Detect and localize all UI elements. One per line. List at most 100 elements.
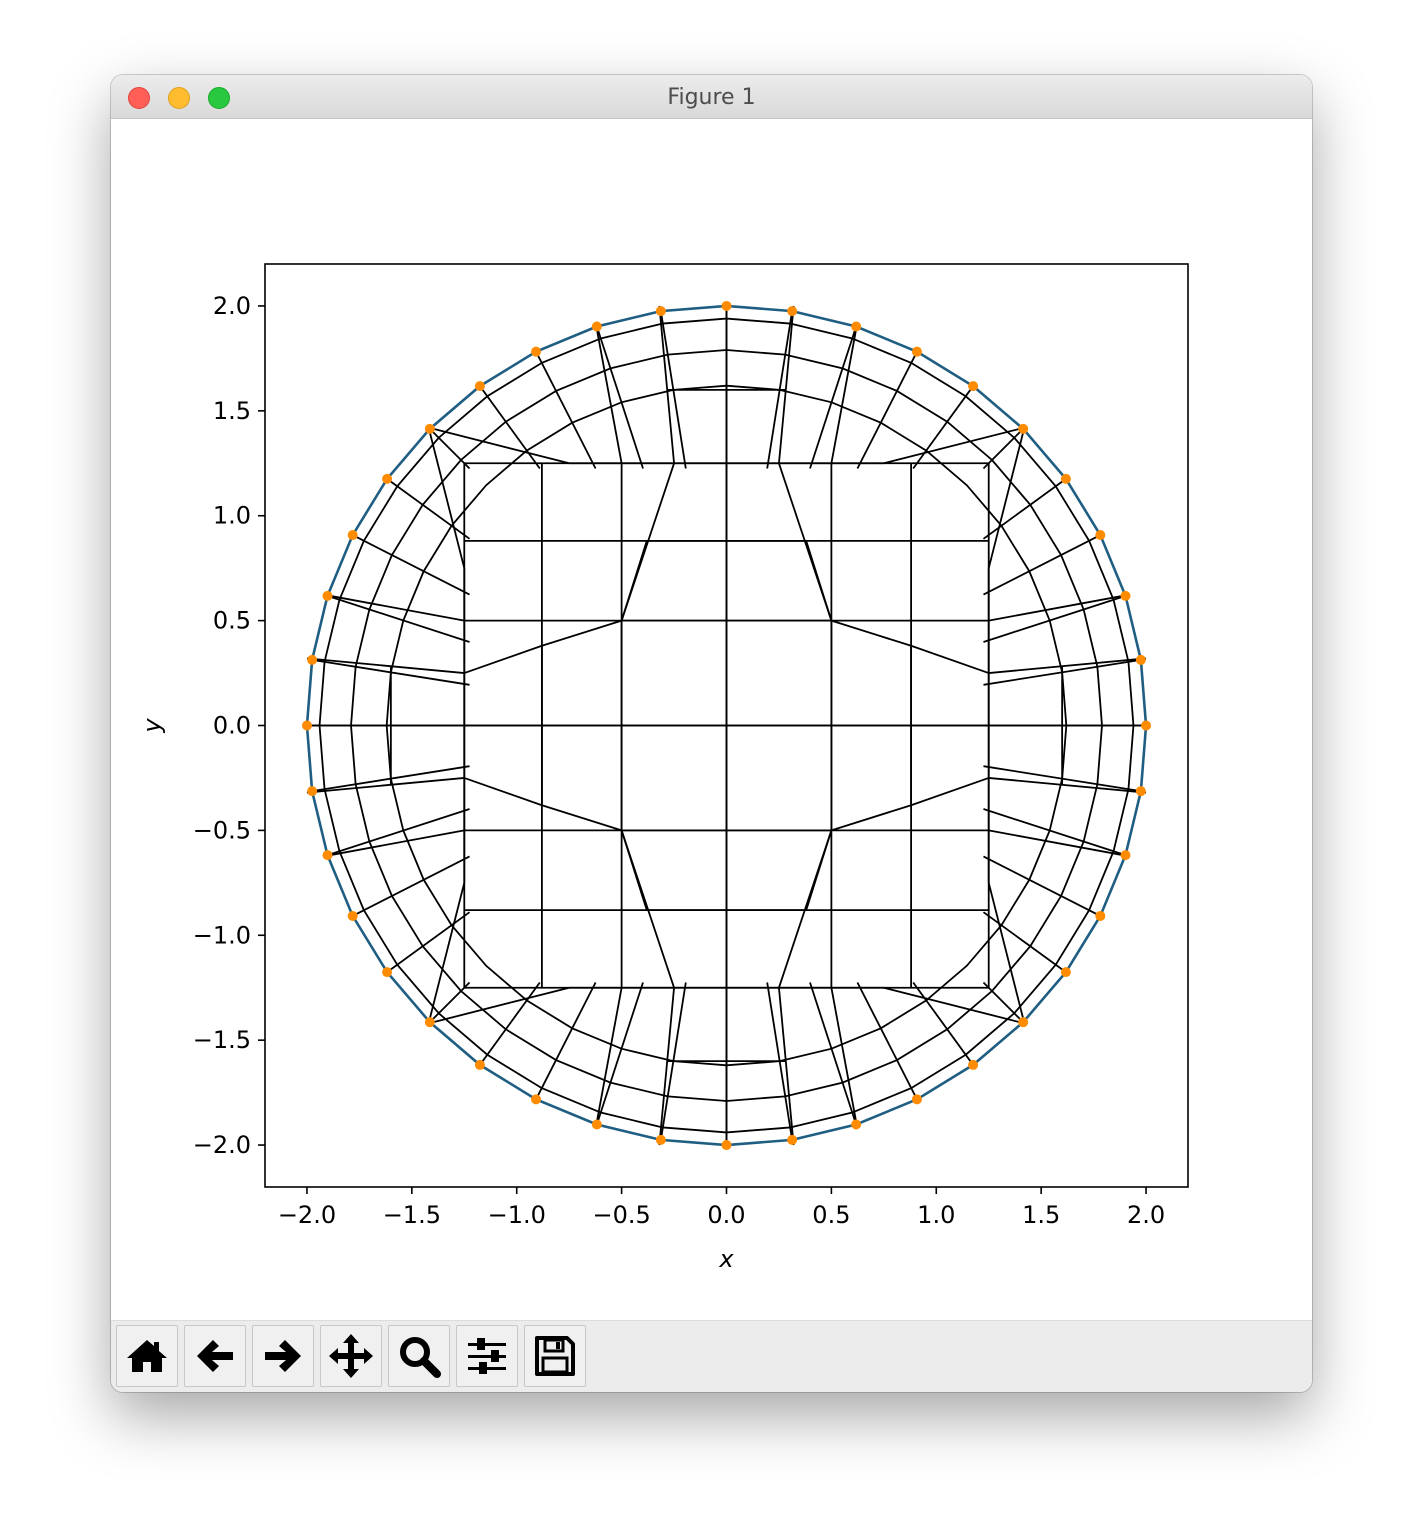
boundary-node [1018, 1017, 1029, 1028]
mesh-edge [987, 427, 1026, 569]
mesh-spoke [856, 982, 918, 1100]
boundary-node [382, 473, 393, 484]
mesh-edge [595, 987, 623, 1125]
y-tick-label: 0.5 [213, 607, 251, 635]
mesh-spoke [983, 808, 1126, 857]
boundary-node [1095, 910, 1106, 921]
mesh-edge [428, 426, 570, 465]
boundary-node [322, 850, 333, 861]
boundary-node [968, 1059, 979, 1070]
minimize-button[interactable] [168, 87, 190, 109]
mesh-edge [658, 305, 675, 464]
boundary-node [911, 346, 922, 357]
x-tick-label: −1.0 [488, 1201, 546, 1229]
save-button[interactable] [524, 1325, 586, 1387]
mesh-edge [805, 830, 833, 911]
boundary-node [424, 423, 435, 434]
mesh-edge [541, 804, 622, 832]
pan-button[interactable] [320, 1325, 382, 1387]
boundary-node [1141, 720, 1152, 731]
mesh-spoke [386, 911, 471, 973]
boundary-node [591, 321, 602, 332]
figure-window: Figure 1 −2.0 −1.5 −1.0 −0.5 0.0 0.5 1.0 1.5 2.0… [111, 75, 1312, 1392]
mesh-edge [830, 326, 858, 464]
mesh-spoke [809, 326, 858, 469]
boundary-node [721, 300, 732, 311]
mesh-edge [541, 619, 622, 647]
boundary-node [1060, 967, 1071, 978]
mesh-spoke [479, 385, 541, 470]
home-icon [127, 1340, 167, 1372]
figure-canvas[interactable]: −2.0 −1.5 −1.0 −0.5 0.0 0.5 1.0 1.5 2.0 −2.0 −1.5 −… [111, 119, 1312, 1320]
mesh-edge [778, 305, 795, 464]
boundary-node [307, 654, 318, 665]
x-tick-label: 1.0 [917, 1201, 955, 1229]
mesh-edge [463, 777, 543, 807]
mesh-edge [831, 804, 912, 832]
boundary-node [851, 1119, 862, 1130]
plot-svg[interactable]: −2.0 −1.5 −1.0 −0.5 0.0 0.5 1.0 1.5 2.0 −2.0 −1.5 −… [111, 119, 1312, 1320]
mesh-spoke [429, 428, 471, 470]
zoom-button[interactable] [388, 1325, 450, 1387]
y-tick-label: −1.0 [193, 921, 251, 949]
home-button[interactable] [116, 1325, 178, 1387]
mesh-spoke [983, 594, 1126, 643]
mesh-edge [658, 987, 675, 1146]
boundary-node [424, 1017, 435, 1028]
boundary-node [531, 346, 542, 357]
mesh-spoke [327, 808, 470, 857]
maximize-button[interactable] [208, 87, 230, 109]
boundary-node [1120, 850, 1131, 861]
boundary-node [655, 1134, 666, 1145]
back-button[interactable] [184, 1325, 246, 1387]
y-tick-label: −0.5 [193, 816, 251, 844]
x-tick-label: 0.0 [707, 1201, 745, 1229]
mesh-spoke [535, 351, 597, 469]
arrow-left-icon [197, 1340, 233, 1372]
y-tick-label: −1.5 [193, 1026, 251, 1054]
mesh-edge [988, 829, 1126, 857]
mesh-edge [463, 644, 543, 674]
mesh-spoke [352, 855, 470, 917]
mesh-spoke [983, 855, 1101, 917]
mesh-layer [306, 305, 1147, 1146]
boundary-node [531, 1094, 542, 1105]
mesh-spoke [982, 478, 1067, 540]
boundary-node [1060, 473, 1071, 484]
mesh-spoke [352, 534, 470, 596]
mesh-edge [778, 987, 795, 1146]
mesh-edge [620, 540, 648, 621]
mesh-edge [883, 986, 1025, 1025]
navigation-toolbar [111, 1320, 1312, 1392]
boundary-node [721, 1140, 732, 1151]
configure-subplots-button[interactable] [456, 1325, 518, 1387]
x-tick-label: 2.0 [1127, 1201, 1165, 1229]
mesh-spoke [479, 981, 541, 1066]
node-layer [301, 300, 1152, 1151]
boundary-node [347, 910, 358, 921]
sliders-icon [468, 1338, 506, 1374]
forward-button[interactable] [252, 1325, 314, 1387]
mesh-spoke [856, 351, 918, 469]
y-tick-label: 1.5 [213, 397, 251, 425]
mesh-edge [306, 657, 465, 674]
boundary-node [968, 381, 979, 392]
title-bar[interactable]: Figure 1 [111, 75, 1312, 119]
boundary-node [347, 530, 358, 541]
boundary-node [1135, 654, 1146, 665]
mesh-edge [805, 540, 833, 621]
window-title: Figure 1 [667, 85, 756, 110]
y-tick-label: 1.0 [213, 502, 251, 530]
mesh-spoke [912, 385, 974, 470]
boundary-node [911, 1094, 922, 1105]
close-button[interactable] [128, 87, 150, 109]
y-tick-label: 2.0 [213, 292, 251, 320]
floppy-disk-icon [535, 1336, 575, 1376]
mesh-edge [427, 427, 466, 569]
boundary-node [1135, 786, 1146, 797]
mesh-spoke [982, 981, 1024, 1023]
x-tick-label: −0.5 [592, 1201, 650, 1229]
boundary-node [787, 1134, 798, 1145]
boundary-node [474, 381, 485, 392]
boundary-node [655, 306, 666, 317]
